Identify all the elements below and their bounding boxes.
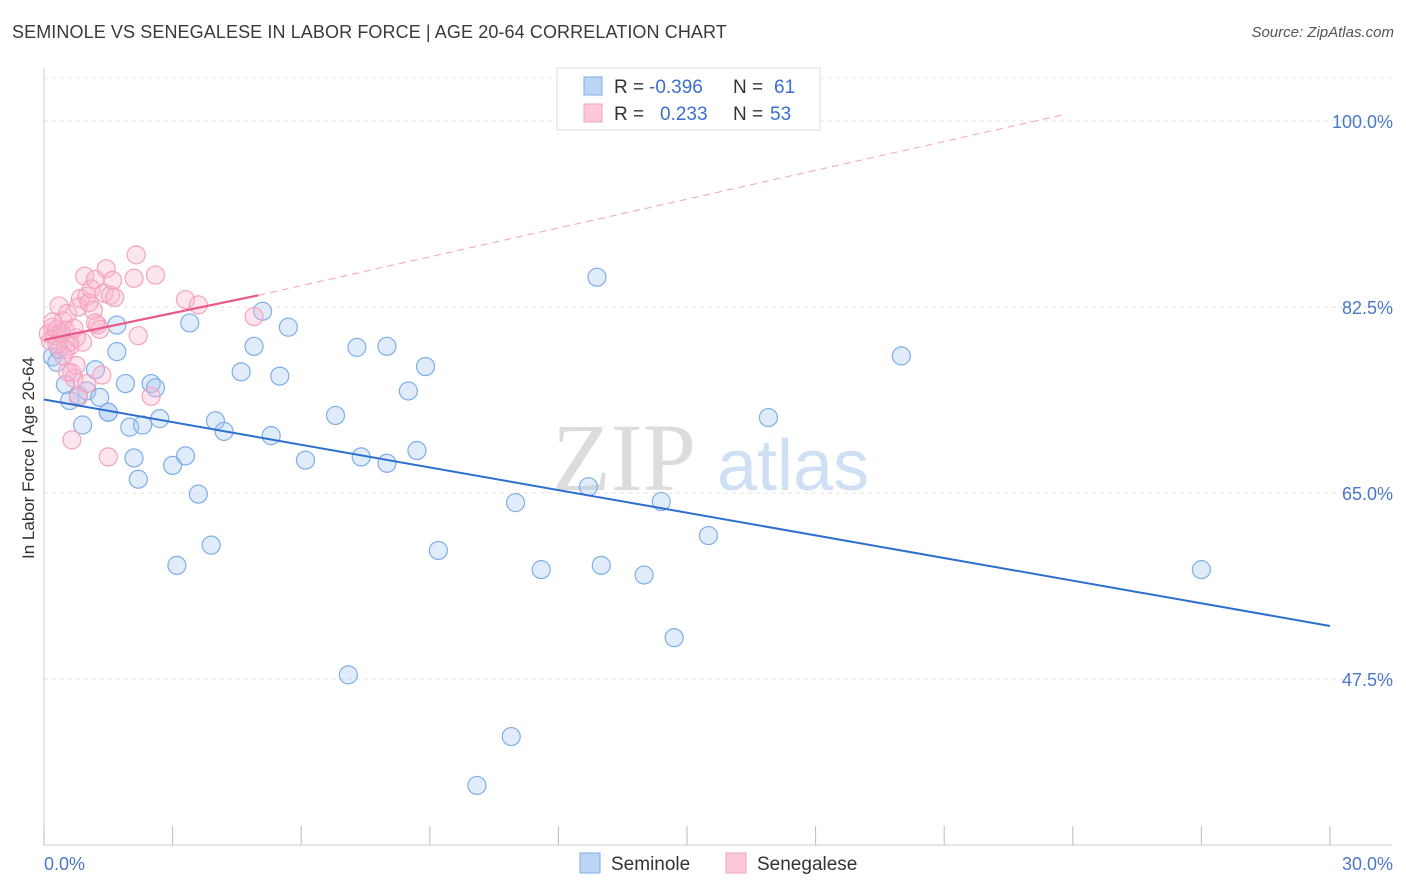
seminole-point bbox=[407, 440, 427, 461]
watermark-atlas: atlas bbox=[717, 426, 869, 506]
senegalese-point bbox=[188, 295, 208, 315]
legend-r-label-senegalese: R = bbox=[614, 104, 644, 125]
seminole-point bbox=[244, 336, 264, 356]
senegalese-point bbox=[124, 268, 144, 288]
seminole-trendline bbox=[43, 398, 1331, 627]
senegalese-point bbox=[96, 259, 116, 279]
seminole-point bbox=[124, 448, 144, 468]
senegalese-point bbox=[98, 447, 118, 467]
legend-n-label-seminole: N = bbox=[733, 77, 763, 98]
seminole-point bbox=[698, 525, 719, 546]
y-axis-label: In Labor Force | Age 20-64 bbox=[19, 357, 38, 559]
legend-n-value-senegalese: 53 bbox=[770, 104, 791, 125]
senegalese-point bbox=[77, 373, 97, 394]
watermark: ZIP atlas bbox=[552, 404, 869, 511]
seminole-point bbox=[651, 491, 671, 512]
senegalese-point bbox=[128, 326, 148, 346]
seminole-point bbox=[377, 336, 397, 356]
seminole-point bbox=[167, 555, 187, 575]
bottom-legend: Seminole Senegalese bbox=[579, 852, 857, 875]
seminole-point bbox=[72, 415, 93, 435]
trend-layer bbox=[43, 114, 1331, 627]
bottom-legend-label-seminole: Seminole bbox=[611, 854, 690, 875]
senegalese-point bbox=[42, 312, 63, 332]
watermark-zip: ZIP bbox=[552, 404, 696, 511]
seminole-point bbox=[115, 373, 136, 394]
x-tick-label: 0.0% bbox=[44, 854, 85, 874]
senegalese-point bbox=[92, 365, 112, 385]
legend-swatch-seminole bbox=[583, 76, 603, 96]
points-layer bbox=[38, 245, 1212, 796]
seminole-point bbox=[501, 726, 521, 747]
seminole-point bbox=[338, 665, 358, 685]
y-tick-label: 65.0% bbox=[1342, 484, 1393, 504]
seminole-point bbox=[90, 387, 110, 407]
senegalese-point bbox=[175, 289, 196, 310]
seminole-point bbox=[295, 450, 316, 470]
seminole-point bbox=[347, 337, 367, 357]
seminole-point bbox=[377, 453, 397, 473]
x-tick-label: 30.0% bbox=[1342, 854, 1393, 874]
chart-title: SEMINOLE VS SENEGALESE IN LABOR FORCE | … bbox=[12, 22, 727, 42]
senegalese-point bbox=[62, 430, 82, 450]
seminole-point bbox=[163, 455, 183, 476]
seminole-point bbox=[180, 313, 200, 333]
seminole-point bbox=[107, 342, 127, 362]
senegalese-point bbox=[244, 306, 264, 327]
y-tick-label: 47.5% bbox=[1342, 670, 1393, 690]
bottom-legend-swatch-seminole bbox=[579, 852, 601, 874]
legend-n-label-senegalese: N = bbox=[733, 104, 763, 125]
seminole-point bbox=[664, 628, 684, 648]
seminole-point bbox=[85, 360, 106, 380]
legend-swatch-senegalese bbox=[583, 103, 603, 123]
legend-r-label-seminole: R = bbox=[614, 77, 644, 98]
seminole-point bbox=[261, 426, 281, 446]
seminole-point bbox=[188, 484, 208, 504]
senegalese-point bbox=[145, 265, 166, 285]
legend-r-value-seminole: -0.396 bbox=[649, 77, 703, 98]
seminole-point bbox=[128, 469, 148, 489]
seminole-point bbox=[758, 407, 779, 428]
seminole-point bbox=[891, 346, 911, 366]
seminole-point bbox=[578, 477, 599, 497]
bottom-legend-label-senegalese: Senegalese bbox=[757, 854, 857, 875]
seminole-point bbox=[415, 356, 436, 377]
seminole-point bbox=[270, 366, 290, 386]
senegalese-point bbox=[47, 334, 67, 354]
seminole-point bbox=[634, 565, 654, 585]
senegalese-point bbox=[126, 245, 146, 265]
legend-r-value-senegalese: 0.233 bbox=[660, 104, 708, 125]
bottom-legend-swatch-senegalese bbox=[725, 852, 747, 874]
senegalese-trendline bbox=[43, 294, 259, 342]
seminole-point bbox=[325, 405, 346, 426]
seminole-point bbox=[467, 775, 487, 796]
seminole-point bbox=[398, 381, 418, 401]
legend-n-value-seminole: 61 bbox=[774, 77, 795, 98]
seminole-point bbox=[175, 446, 196, 466]
seminole-point bbox=[505, 493, 526, 513]
seminole-point bbox=[531, 560, 551, 580]
chart-source: Source: ZipAtlas.com bbox=[1251, 24, 1394, 41]
seminole-point bbox=[591, 555, 611, 575]
senegalese-point bbox=[53, 346, 73, 366]
seminole-point bbox=[428, 540, 448, 561]
senegalese-point bbox=[57, 362, 78, 382]
y-tick-label: 100.0% bbox=[1332, 112, 1393, 132]
senegalese-point bbox=[102, 270, 123, 291]
senegalese-point bbox=[81, 279, 101, 299]
seminole-point bbox=[201, 535, 221, 555]
axes-layer: 47.5% 65.0% 82.5% 100.0% 0.0% 30.0% bbox=[43, 68, 1393, 874]
seminole-point bbox=[278, 317, 298, 337]
y-tick-label: 82.5% bbox=[1342, 298, 1393, 318]
top-legend: R = -0.396 N = 61 R = 0.233 N = 53 bbox=[556, 67, 821, 131]
senegalese-point bbox=[105, 287, 125, 308]
seminole-point bbox=[1191, 560, 1212, 580]
senegalese-point bbox=[141, 386, 161, 406]
senegalese-trendline-extension bbox=[258, 114, 1065, 296]
seminole-point bbox=[231, 362, 251, 382]
seminole-point bbox=[587, 267, 607, 287]
senegalese-point bbox=[72, 332, 93, 352]
